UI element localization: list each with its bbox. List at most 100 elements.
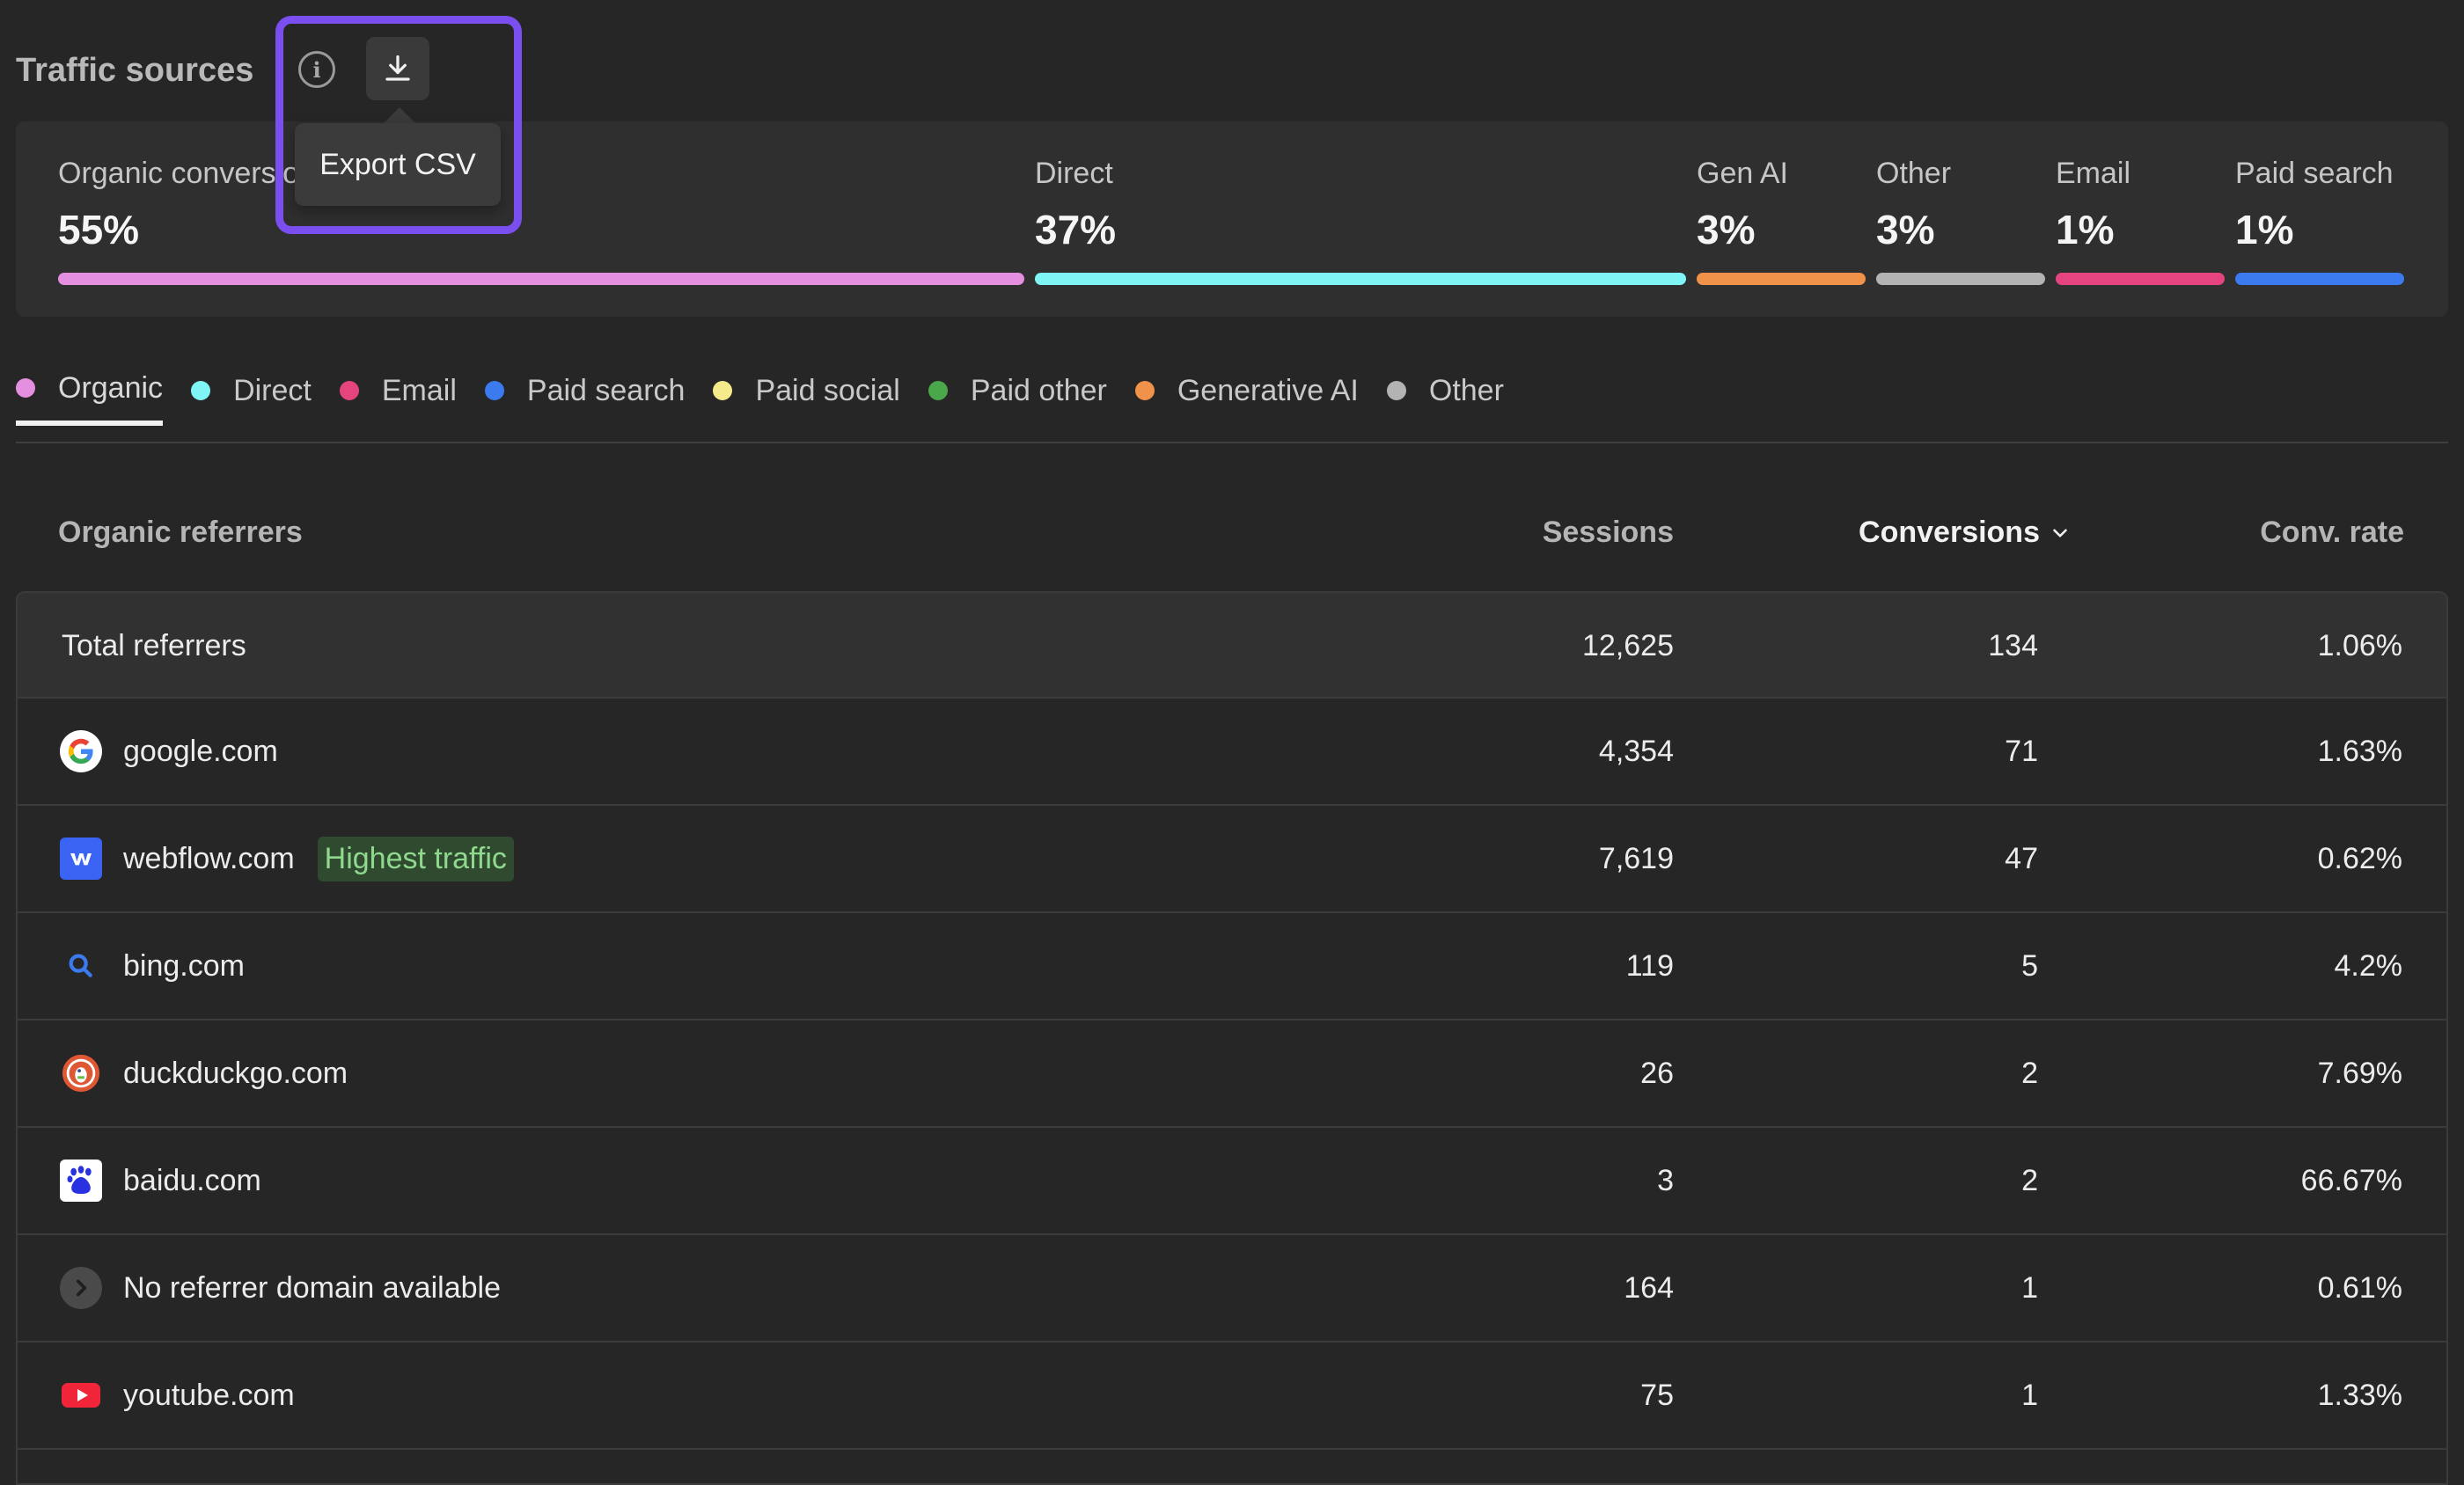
youtube-icon [60, 1374, 102, 1416]
tab-label: Email [381, 373, 457, 407]
conv-rate-cell: 1.63% [2317, 734, 2402, 768]
tab-paid-social[interactable]: Paid social [713, 355, 900, 426]
conv-rate-cell: 4.2% [2334, 948, 2403, 983]
summary-bar [1876, 273, 2045, 285]
export-csv-tooltip: Export CSV [295, 123, 501, 206]
referrer-name: google.com [123, 734, 278, 768]
conversions-cell: 71 [2005, 734, 2038, 768]
sessions-cell: 4,354 [1598, 734, 1674, 768]
tab-other[interactable]: Other [1386, 355, 1504, 426]
conversions-cell: 47 [2005, 841, 2038, 875]
organic-dot-icon [16, 378, 35, 398]
tab-paid-search[interactable]: Paid search [484, 355, 686, 426]
paid-other-dot-icon [928, 381, 948, 400]
tab-label: Generative AI [1177, 373, 1359, 407]
table-row-total: Total referrers 12,625 134 1.06% [16, 591, 2448, 699]
tab-label: Paid social [755, 373, 900, 407]
sessions-cell: 75 [1640, 1378, 1674, 1412]
table-row[interactable]: duckduckgo.com 26 2 7.69% [16, 1020, 2448, 1128]
paid-search-dot-icon [484, 381, 504, 400]
summary-bar [1697, 273, 1866, 285]
column-header-sessions[interactable]: Sessions [1542, 516, 1674, 549]
referrer-cell: bing.com [60, 913, 245, 1019]
summary-bar [2235, 273, 2404, 285]
row-name: Total referrers [62, 628, 246, 662]
tab-organic[interactable]: Organic [16, 355, 164, 426]
referrer-cell: baidu.com [60, 1128, 261, 1233]
tab-direct[interactable]: Direct [191, 355, 312, 426]
column-header-conversions[interactable]: Conversions [1859, 516, 2072, 550]
referrers-table: Total referrers 12,625 134 1.06% google.… [16, 591, 2448, 1485]
direct-dot-icon [191, 381, 211, 400]
sessions-cell: 164 [1624, 1270, 1674, 1305]
sessions-cell: 12,625 [1582, 628, 1674, 662]
referrer-cell: duckduckgo.com [60, 1020, 348, 1126]
generative-ai-dot-icon [1134, 381, 1155, 400]
table-row[interactable]: webflow.com Highest traffic 7,619 47 0.6… [16, 806, 2448, 913]
conv-rate-cell: 1.06% [2317, 628, 2402, 662]
summary-value: 3% [1876, 207, 1935, 252]
conversions-cell: 1 [2021, 1378, 2038, 1412]
table-row[interactable]: No referrer domain available 164 1 0.61% [16, 1235, 2448, 1342]
summary-label: Gen AI [1697, 157, 1788, 190]
summary-value: 55% [58, 207, 140, 252]
summary-value: 37% [1035, 207, 1117, 252]
summary-segment-gen-ai: Gen AI 3% [1697, 121, 1866, 317]
tab-label: Paid search [526, 373, 686, 407]
page-title: Traffic sources [16, 51, 254, 89]
column-header-conv-rate[interactable]: Conv. rate [2260, 516, 2404, 549]
summary-segment-direct: Direct 37% [1035, 121, 1686, 317]
summary-bar [58, 273, 1024, 285]
info-icon[interactable]: i [298, 51, 335, 88]
referrer-name: bing.com [123, 948, 245, 983]
referrer-cell: youtube.com [60, 1342, 295, 1448]
conversions-cell: 5 [2021, 948, 2038, 983]
summary-bar [1035, 273, 1686, 285]
conversions-cell: 2 [2021, 1056, 2038, 1090]
table-row[interactable]: google.com 4,354 71 1.63% [16, 699, 2448, 806]
table-row[interactable]: youtube.com 75 1 1.33% [16, 1342, 2448, 1450]
tab-generative-ai[interactable]: Generative AI [1134, 355, 1359, 426]
download-icon [385, 55, 410, 81]
conversions-cell: 1 [2021, 1270, 2038, 1305]
conv-rate-cell: 66.67% [2300, 1163, 2402, 1197]
conv-rate-cell: 0.61% [2317, 1270, 2402, 1305]
tab-label: Paid other [970, 373, 1107, 407]
traffic-distribution-summary: Organic conversions 55% Direct 37% Gen A… [16, 121, 2448, 317]
export-csv-button[interactable] [366, 37, 429, 100]
baidu-icon [60, 1159, 102, 1202]
section-header: Traffic sources [16, 39, 253, 102]
referrer-name: webflow.com [123, 841, 295, 875]
referrer-cell: webflow.com Highest traffic [60, 806, 514, 911]
summary-label: Paid search [2235, 157, 2394, 190]
status-badge: Highest traffic [317, 836, 514, 881]
summary-label: Direct [1035, 157, 1113, 190]
tab-paid-other[interactable]: Paid other [928, 355, 1107, 426]
referrer-name: No referrer domain available [123, 1270, 501, 1305]
tab-label: Other [1428, 373, 1504, 407]
summary-label: Other [1876, 157, 1952, 190]
summary-label: Email [2056, 157, 2131, 190]
column-header-referrers: Organic referrers [58, 516, 303, 549]
tooltip-arrow [384, 107, 415, 123]
sessions-cell: 26 [1640, 1056, 1674, 1090]
conv-rate-cell: 0.62% [2317, 841, 2402, 875]
summary-segment-email: Email 1% [2056, 121, 2225, 317]
conversions-header-label: Conversions [1859, 516, 2040, 549]
table-row[interactable]: bing.com 119 5 4.2% [16, 913, 2448, 1020]
conversions-cell: 134 [1988, 628, 2038, 662]
tab-email[interactable]: Email [339, 355, 457, 426]
summary-value: 1% [2056, 207, 2115, 252]
tab-label: Direct [233, 373, 312, 407]
summary-value: 3% [1697, 207, 1756, 252]
summary-bar [2056, 273, 2225, 285]
channel-tabs: Organic Direct Email Paid search Paid so… [16, 355, 1532, 429]
conv-rate-cell: 1.33% [2317, 1378, 2402, 1412]
chevron-right-icon [60, 1267, 102, 1309]
paid-social-dot-icon [713, 381, 733, 400]
bing-search-icon [60, 945, 102, 987]
table-row-partial [16, 1450, 2448, 1485]
table-row[interactable]: baidu.com 3 2 66.67% [16, 1128, 2448, 1235]
referrer-cell: google.com [60, 699, 278, 804]
chevron-down-icon [2053, 528, 2067, 538]
